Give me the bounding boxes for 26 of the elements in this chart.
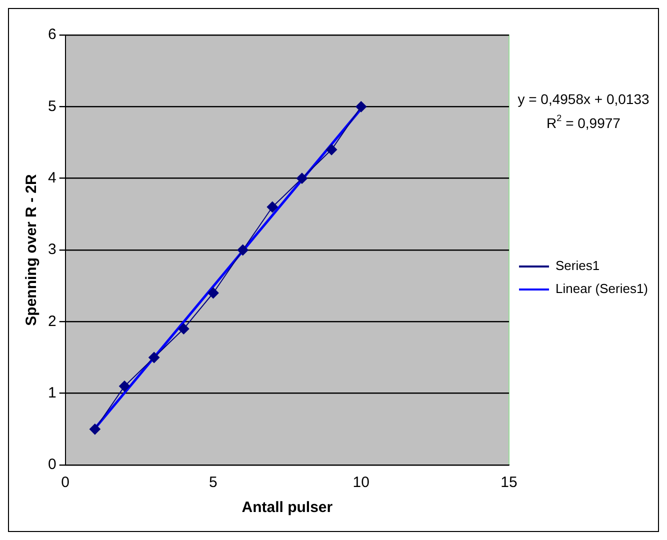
point [148,352,160,363]
point [208,288,219,298]
x-tick-label: 15 [500,474,518,492]
text: y = 0,4958x + 0,0133 [518,91,650,107]
y-tick-label: 6 [48,26,56,44]
point [296,172,308,184]
y-axis-title: Spenning over R - 2R [23,174,40,326]
y-tick-label: 0 [48,456,56,474]
y-tick-label: 3 [48,241,56,258]
legend-label: Series1 [556,258,600,274]
x-tick-label: 0 [61,474,70,492]
y-tick-label: 2 [48,312,56,330]
x-tick-label: 10 [352,474,370,492]
y-tick-label: 1 [48,384,56,402]
x-tick-label: 5 [209,474,218,492]
point [178,323,190,334]
point [356,101,367,112]
y-tick-label: 5 [48,98,56,115]
point [89,424,100,435]
x-axis-title: Antall pulser [242,499,333,516]
point [119,380,130,392]
legend-label: Linear (Series1) [556,281,648,296]
point [326,144,338,156]
point [266,202,278,212]
point [237,244,248,256]
y-tick-label: 4 [48,169,56,186]
